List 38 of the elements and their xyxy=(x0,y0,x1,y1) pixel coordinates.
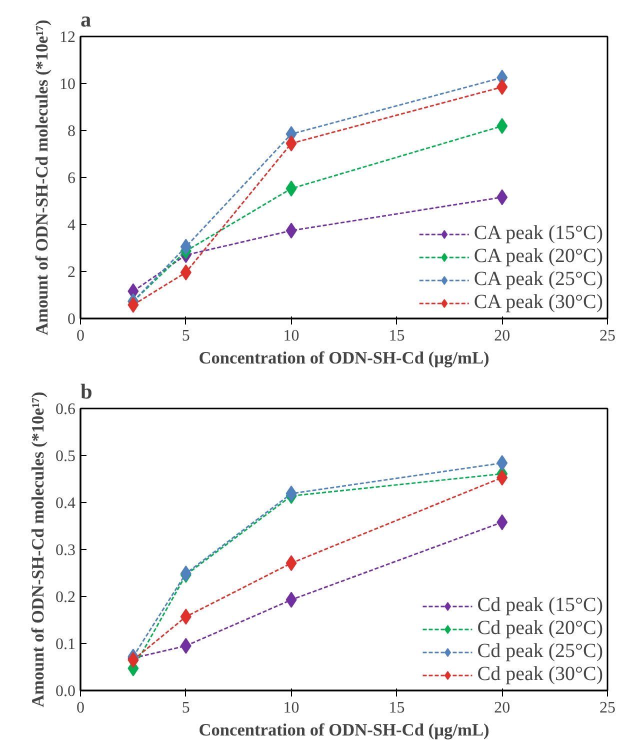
legend-label: CA peak (15°C) xyxy=(474,222,603,245)
y-tick-label: 0.3 xyxy=(56,542,76,559)
legend-label: Cd peak (30°C) xyxy=(477,663,603,686)
chart-title: b xyxy=(80,380,92,404)
chart-title: a xyxy=(80,8,92,32)
y-tick-label: 0 xyxy=(68,311,76,328)
x-tick-label: 20 xyxy=(494,328,510,344)
x-tick-label: 15 xyxy=(388,700,405,716)
x-tick-label: 10 xyxy=(283,328,300,344)
y-tick-label: 8 xyxy=(68,123,76,140)
y-tick-label: 0.0 xyxy=(56,683,76,700)
y-tick-label: 0.1 xyxy=(56,636,76,653)
y-tick-label: 4 xyxy=(68,217,76,234)
legend-label: Cd peak (20°C) xyxy=(477,617,603,640)
x-tick-label: 10 xyxy=(283,700,300,716)
legend-label: Cd peak (15°C) xyxy=(477,594,603,617)
y-tick-label: 0.4 xyxy=(56,495,76,512)
x-axis-title: Concentration of ODN-SH-Cd (µg/mL) xyxy=(198,348,490,368)
y-tick-label: 2 xyxy=(68,264,76,281)
x-tick-label: 15 xyxy=(388,328,405,344)
y-tick-label: 10 xyxy=(60,76,76,93)
x-tick-label: 25 xyxy=(600,700,616,716)
y-tick-label: 0.5 xyxy=(56,448,76,465)
legend-label: Cd peak (25°C) xyxy=(477,640,603,663)
legend-label: CA peak (25°C) xyxy=(474,268,603,291)
legend-label: CA peak (20°C) xyxy=(474,245,603,268)
y-tick-label: 6 xyxy=(68,170,76,187)
y-axis-title: Amount of ODN-SH-Cd molecules (*10e¹⁷) xyxy=(32,20,52,336)
x-axis-title: Concentration of ODN-SH-Cd (µg/mL) xyxy=(198,720,490,740)
legend-label: CA peak (30°C) xyxy=(474,291,603,314)
x-tick-label: 5 xyxy=(182,328,190,344)
y-tick-label: 12 xyxy=(60,29,76,46)
x-tick-label: 5 xyxy=(182,700,190,716)
y-tick-label: 0.2 xyxy=(56,589,76,606)
y-axis-title: Amount of ODN-SH-Cd molecules (*10e¹⁷) xyxy=(28,392,48,708)
y-tick-label: 0.6 xyxy=(56,401,76,418)
x-tick-label: 25 xyxy=(600,328,616,344)
x-tick-label: 20 xyxy=(494,700,510,716)
